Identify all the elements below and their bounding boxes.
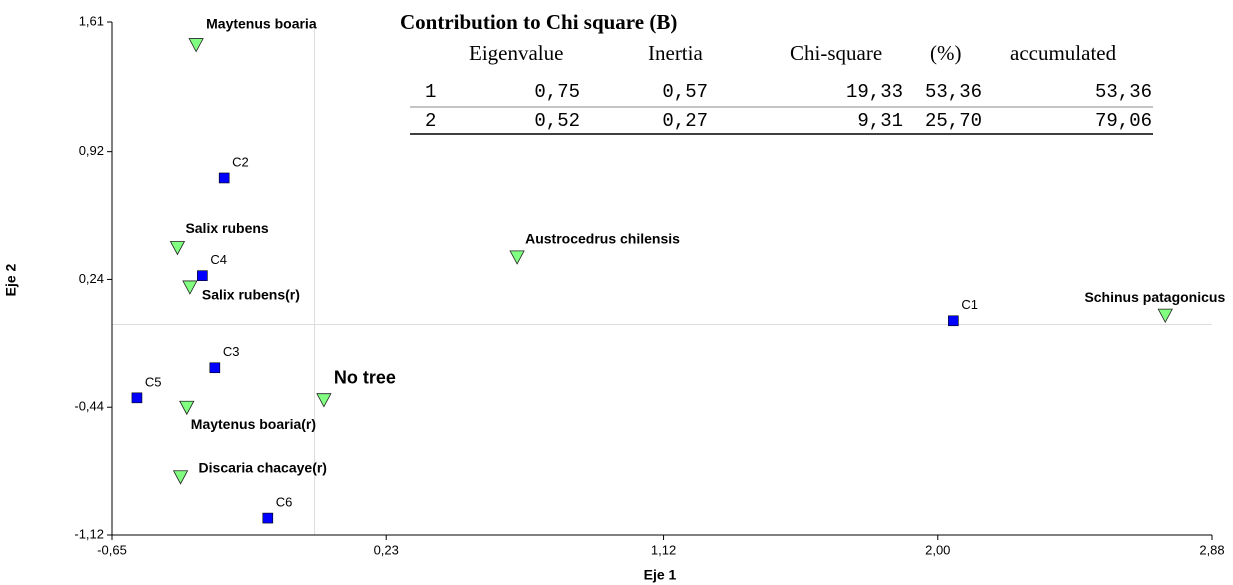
point <box>316 393 332 408</box>
table-header: (%) <box>930 41 961 65</box>
table-cell: 0,75 <box>534 81 580 103</box>
table-cell: 0,57 <box>662 81 708 103</box>
point-label: Salix rubens <box>185 220 268 236</box>
point <box>218 172 230 184</box>
table-header: Chi-square <box>790 41 882 65</box>
y-axis-label: Eje 2 <box>3 263 19 296</box>
table-cell: 1 <box>425 81 436 103</box>
point-label: Maytenus boaria(r) <box>191 416 316 432</box>
x-tick-label: -0,65 <box>97 542 127 557</box>
x-tick-label: 0,23 <box>374 542 399 557</box>
point <box>131 392 143 404</box>
table-cell: 0,27 <box>662 110 708 132</box>
table-cell: 9,31 <box>857 110 903 132</box>
table-cell: 19,33 <box>846 81 903 103</box>
point <box>1157 308 1173 323</box>
point-label: C4 <box>210 252 227 267</box>
y-tick-label: 0,24 <box>79 271 104 286</box>
table-cell: 79,06 <box>1095 110 1152 132</box>
point-label: C1 <box>961 297 978 312</box>
table-cell: 53,36 <box>1095 81 1152 103</box>
y-tick-label: -1,12 <box>74 526 104 541</box>
point <box>188 38 204 53</box>
point-label: Schinus patagonicus <box>1084 289 1225 305</box>
y-tick-label: 0,92 <box>79 143 104 158</box>
point-label: No tree <box>334 367 396 387</box>
x-axis-label: Eje 1 <box>644 567 677 583</box>
table-cell: 25,70 <box>925 110 982 132</box>
point-label: C2 <box>232 154 249 169</box>
table-header: Inertia <box>648 41 703 65</box>
point-label: C6 <box>276 495 293 510</box>
point <box>179 400 195 416</box>
point <box>197 270 208 281</box>
point <box>209 362 221 374</box>
x-tick-label: 2,00 <box>925 542 950 557</box>
x-tick-label: 1,12 <box>651 542 676 557</box>
point-label: Salix rubens(r) <box>202 287 300 303</box>
point <box>172 470 189 485</box>
point-label: C5 <box>145 374 162 389</box>
table-cell: 53,36 <box>925 81 982 103</box>
point <box>509 250 525 265</box>
point-label: Maytenus boaria <box>206 15 317 31</box>
y-tick-label: 1,61 <box>79 13 104 28</box>
table-title: Contribution to Chi square (B) <box>400 10 677 34</box>
point-label: Discaria chacaye(r) <box>199 459 327 475</box>
point-label: C3 <box>223 344 240 359</box>
table-cell: 0,52 <box>534 110 580 132</box>
table-cell: 2 <box>425 110 436 132</box>
table-header: accumulated <box>1010 41 1117 65</box>
point <box>948 315 959 327</box>
point <box>169 241 186 256</box>
point <box>182 280 198 295</box>
x-tick-label: 2,88 <box>1199 542 1224 557</box>
point <box>262 512 274 524</box>
y-tick-label: -0,44 <box>74 399 104 414</box>
point-label: Austrocedrus chilensis <box>525 231 680 247</box>
table-header: Eigenvalue <box>469 41 563 65</box>
